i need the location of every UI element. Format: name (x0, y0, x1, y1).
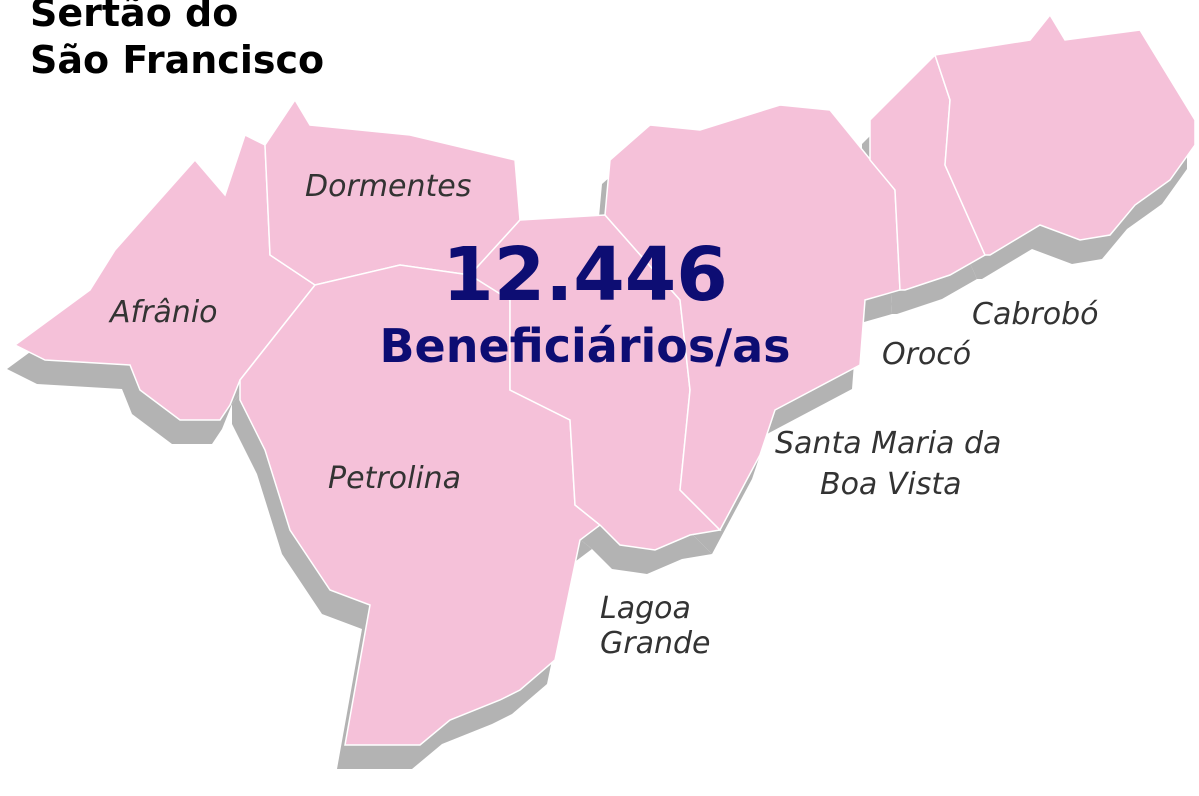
region-label: Dormentes (305, 169, 471, 204)
highlight-label: Beneficiários/as (379, 319, 790, 373)
title-line: Sertão do (30, 0, 238, 35)
region-label: Orocó (882, 337, 971, 372)
highlight-value: 12.446 (442, 232, 728, 318)
region-label: Afrânio (108, 295, 218, 330)
region-label: Lagoa (600, 591, 691, 626)
title-line: São Francisco (30, 38, 324, 82)
region-label: Grande (600, 626, 710, 661)
region-label: Boa Vista (820, 467, 962, 502)
region-label: Santa Maria da (775, 426, 1001, 461)
region-label: Cabrobó (972, 297, 1098, 332)
region-label: Petrolina (328, 461, 461, 496)
